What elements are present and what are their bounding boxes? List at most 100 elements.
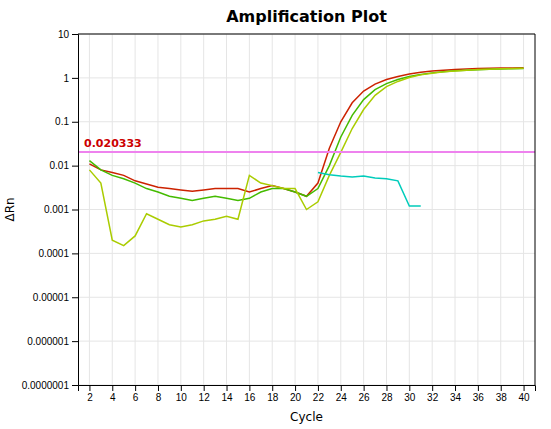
tick-mark	[158, 385, 159, 391]
tick-mark	[89, 385, 90, 391]
frame	[78, 34, 535, 35]
tick: 30	[404, 385, 416, 403]
tick: 0.000001	[27, 336, 78, 347]
grid-line	[89, 34, 90, 385]
annotation-labels: 0.020333	[84, 137, 142, 150]
tick-mark	[72, 166, 78, 167]
tick-mark	[204, 385, 205, 391]
tick-mark	[112, 385, 113, 391]
tick-mark	[72, 78, 78, 79]
grid-line	[135, 34, 136, 385]
tick-label: 36	[473, 392, 485, 403]
grid-line	[500, 34, 501, 385]
tick: 34	[450, 385, 462, 403]
grid-line	[180, 34, 181, 385]
tick-mark	[524, 385, 525, 391]
grid-line	[409, 34, 410, 385]
tick-mark	[341, 385, 342, 391]
tick-label: 0.00001	[33, 292, 70, 303]
tick-label: 2	[87, 392, 93, 403]
tick-label: 6	[133, 392, 139, 403]
tick: 0.0001	[38, 248, 78, 259]
tick-label: 20	[290, 392, 302, 403]
series-line	[89, 68, 523, 245]
tick-mark	[72, 297, 78, 298]
tick-mark	[455, 385, 456, 391]
tick-mark	[295, 385, 296, 391]
tick-label: 1	[63, 73, 69, 84]
tick: 18	[267, 385, 279, 403]
grid-line	[455, 34, 456, 385]
series-line	[318, 172, 421, 206]
tick-label: 4	[110, 392, 116, 403]
tick: 0.1	[55, 116, 78, 127]
grid	[78, 34, 535, 385]
series-line	[89, 68, 523, 197]
tick: 32	[427, 385, 439, 403]
grid-line	[363, 34, 364, 385]
tick-mark	[135, 385, 136, 391]
tick: 10	[176, 385, 188, 403]
tick-mark	[72, 210, 78, 211]
tick-mark	[364, 385, 365, 391]
grid-line	[157, 34, 158, 385]
grid-line	[78, 34, 535, 35]
tick: 38	[496, 385, 508, 403]
tick-label: 16	[244, 392, 256, 403]
grid-line	[477, 34, 478, 385]
grid-line	[203, 34, 204, 385]
tick-mark	[409, 385, 410, 391]
tick-label: 12	[199, 392, 211, 403]
tick: 0.0000001	[22, 380, 78, 391]
tick-mark	[249, 385, 250, 391]
tick-label: 18	[267, 392, 279, 403]
tick: 6	[133, 385, 139, 403]
axis-line	[72, 35, 79, 386]
tick-label: 34	[450, 392, 462, 403]
tick-mark	[72, 253, 78, 254]
tick-label: 0.0001	[38, 248, 69, 259]
tick-label: 38	[496, 392, 508, 403]
tick: 14	[221, 385, 233, 403]
tick: 26	[359, 385, 371, 403]
tick: 12	[199, 385, 211, 403]
tick-label: 30	[404, 392, 416, 403]
tick: 2	[87, 385, 93, 403]
tick: 0.001	[44, 204, 78, 215]
tick: 40	[519, 385, 531, 403]
tick-mark	[72, 122, 78, 123]
y-axis-title: ΔRn	[3, 197, 17, 221]
grid-line	[272, 34, 273, 385]
grid-line	[78, 77, 535, 78]
grid-line	[226, 34, 227, 385]
x-axis: 246810121416182022242628303234363840	[79, 385, 536, 403]
grid-line	[432, 34, 433, 385]
tick-mark	[272, 385, 273, 391]
tick-mark	[501, 385, 502, 391]
tick-mark	[386, 385, 387, 391]
tick-mark	[72, 341, 78, 342]
frame	[535, 34, 536, 385]
tick-label: 0.000001	[27, 336, 69, 347]
tick: 24	[336, 385, 348, 403]
tick-mark	[181, 385, 182, 391]
tick-label: 40	[519, 392, 531, 403]
tick-label: 8	[156, 392, 162, 403]
tick-label: 32	[427, 392, 439, 403]
tick: 20	[290, 385, 302, 403]
threshold-label: 0.020333	[84, 137, 142, 150]
series-line	[89, 68, 523, 200]
tick-label: 0.0000001	[22, 380, 70, 391]
grid-line	[78, 253, 535, 254]
grid-line	[523, 34, 524, 385]
tick-mark	[72, 385, 78, 386]
tick-mark	[318, 385, 319, 391]
tick-mark	[478, 385, 479, 391]
tick-label: 24	[336, 392, 348, 403]
threshold-line	[78, 151, 535, 153]
tick-mark	[227, 385, 228, 391]
x-axis-title: Cycle	[290, 410, 323, 424]
axis-line	[79, 386, 536, 392]
grid-line	[340, 34, 341, 385]
plot: 0.02033324681012141618202224262830323436…	[22, 29, 536, 403]
